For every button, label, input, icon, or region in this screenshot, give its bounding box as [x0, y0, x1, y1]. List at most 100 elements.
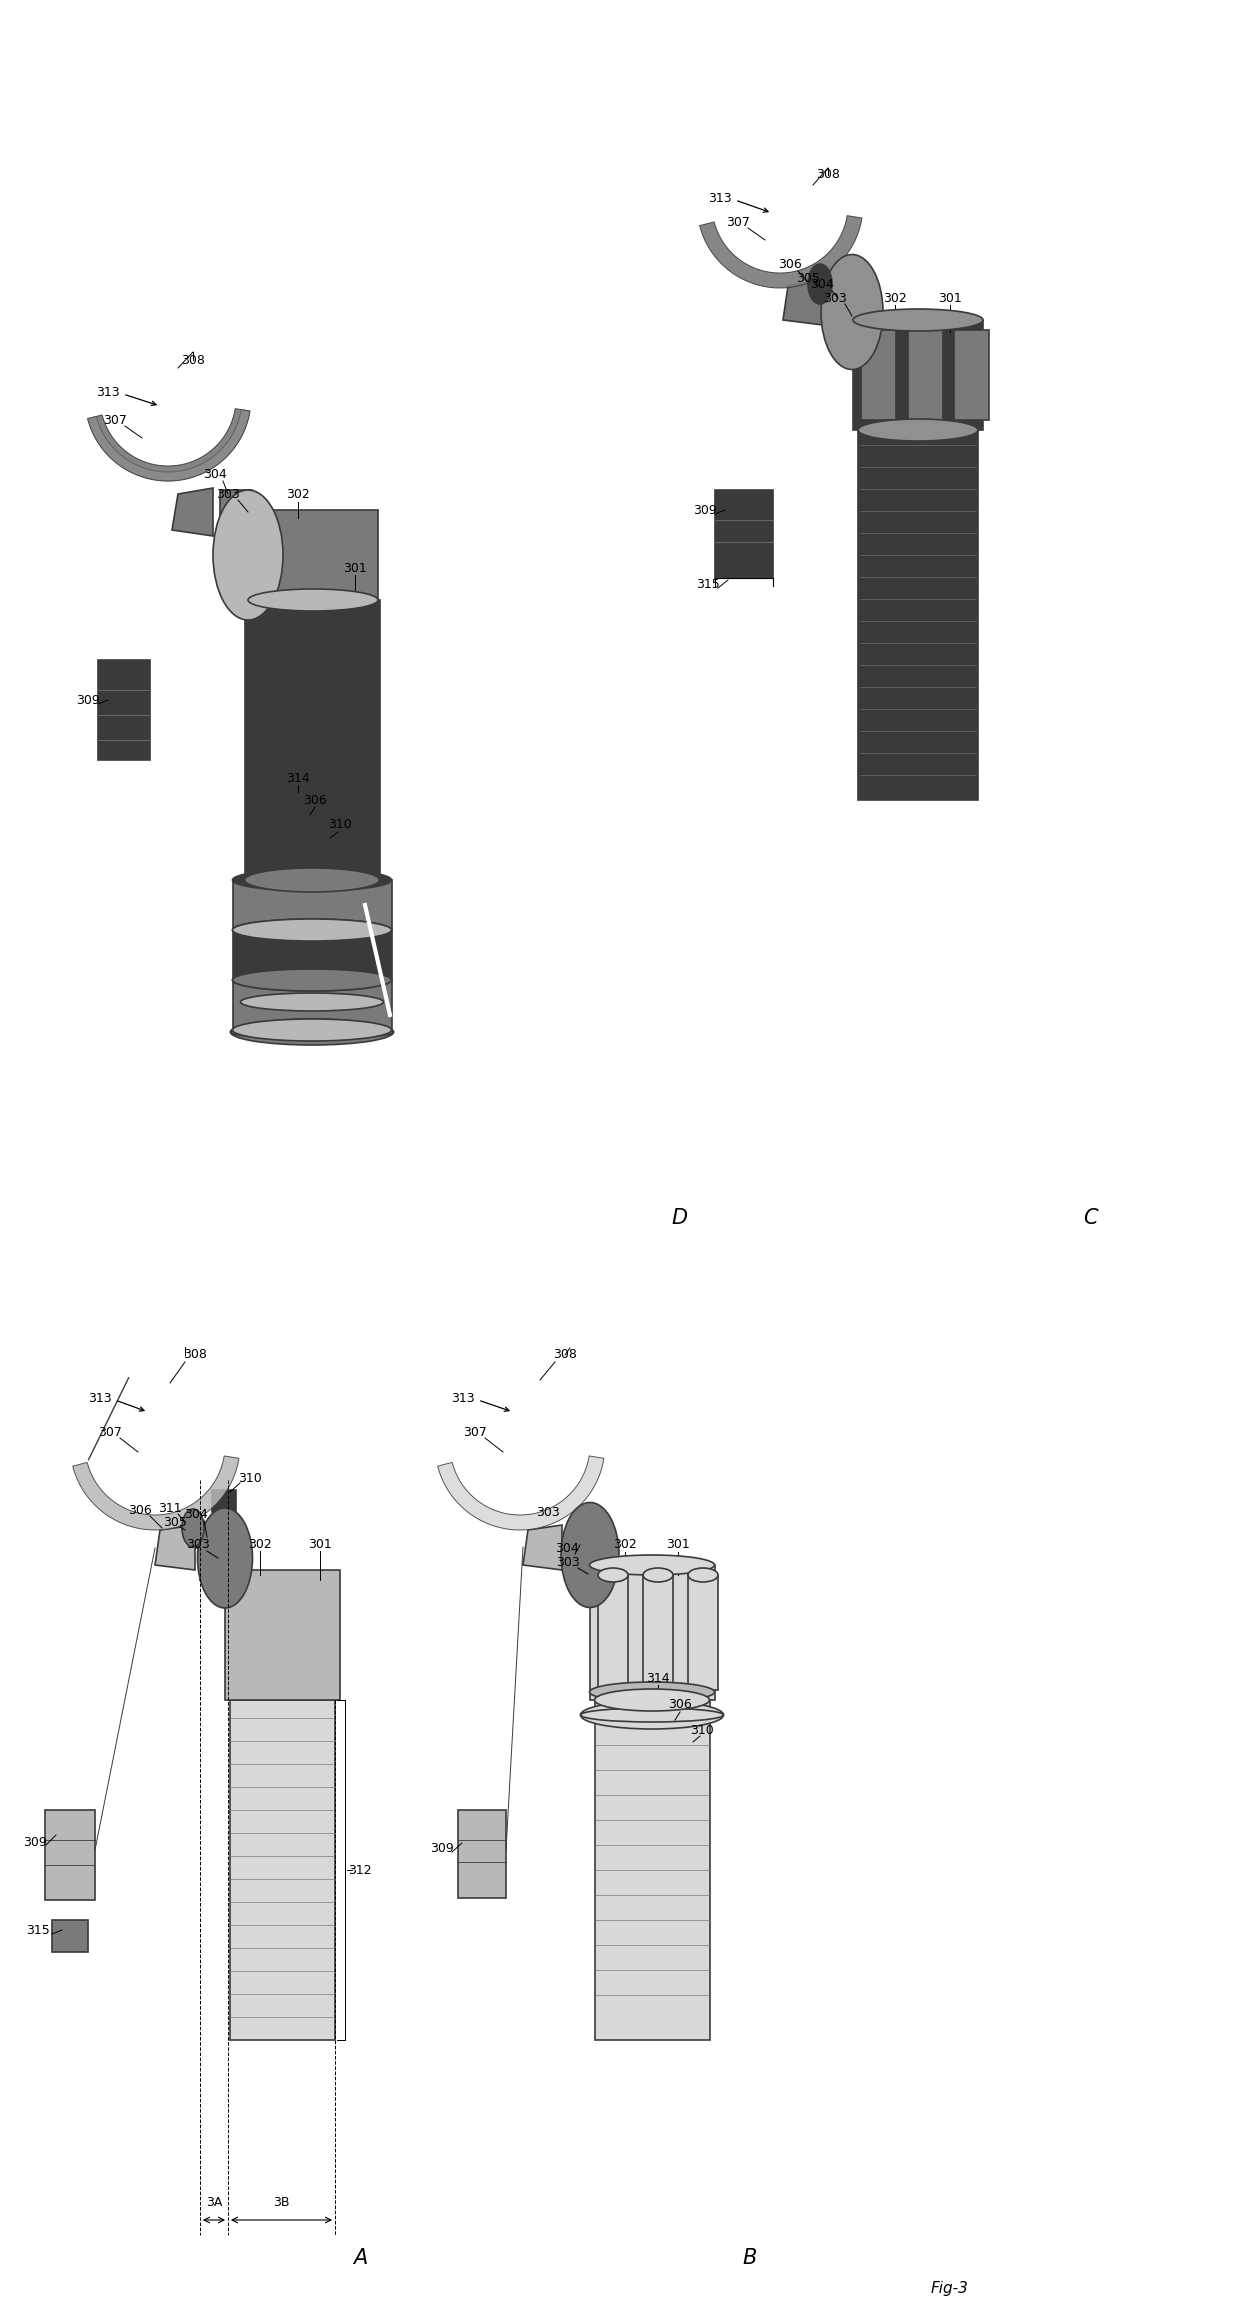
Bar — [233, 981, 392, 1030]
Bar — [688, 1576, 718, 1689]
Text: 313: 313 — [88, 1391, 112, 1405]
Text: 3B: 3B — [273, 2196, 289, 2208]
Ellipse shape — [594, 1689, 709, 1710]
Bar — [200, 1534, 228, 1580]
Text: 307: 307 — [727, 215, 750, 229]
Text: 304: 304 — [556, 1541, 579, 1555]
Bar — [954, 331, 990, 421]
Text: 310: 310 — [329, 819, 352, 831]
Ellipse shape — [248, 590, 378, 611]
Text: 309: 309 — [24, 1835, 47, 1849]
Ellipse shape — [233, 970, 392, 990]
Ellipse shape — [182, 1509, 205, 1548]
Bar — [908, 331, 942, 421]
Text: 301: 301 — [343, 562, 367, 574]
Text: 314: 314 — [646, 1671, 670, 1685]
Text: B: B — [743, 2247, 758, 2268]
Ellipse shape — [231, 1018, 393, 1046]
Text: 310: 310 — [691, 1724, 714, 1736]
Bar — [861, 331, 897, 421]
Ellipse shape — [233, 870, 392, 891]
Ellipse shape — [233, 919, 392, 942]
Text: 302: 302 — [613, 1539, 637, 1550]
Polygon shape — [438, 1456, 604, 1530]
Bar — [828, 289, 858, 333]
Text: 307: 307 — [103, 414, 126, 426]
Ellipse shape — [853, 310, 983, 331]
Text: 301: 301 — [939, 292, 962, 305]
Text: 303: 303 — [536, 1506, 560, 1518]
Text: 311: 311 — [159, 1502, 182, 1513]
Ellipse shape — [688, 1569, 718, 1583]
Bar — [229, 1701, 335, 2041]
Ellipse shape — [808, 264, 832, 303]
Ellipse shape — [241, 993, 383, 1011]
Bar — [595, 1701, 711, 2041]
Ellipse shape — [213, 491, 283, 620]
Text: Fig-3: Fig-3 — [931, 2282, 968, 2295]
Text: 308: 308 — [184, 1349, 207, 1361]
Bar — [45, 1810, 95, 1900]
Polygon shape — [155, 1525, 195, 1569]
Text: 3A: 3A — [206, 2196, 222, 2208]
Bar — [598, 1576, 627, 1689]
Text: 309: 309 — [693, 504, 717, 516]
Bar — [185, 1520, 201, 1548]
Text: 307: 307 — [463, 1425, 487, 1439]
Text: 306: 306 — [779, 259, 802, 271]
Text: 314: 314 — [286, 771, 310, 784]
Text: 304: 304 — [184, 1509, 208, 1523]
Text: 301: 301 — [308, 1539, 332, 1550]
Text: 302: 302 — [286, 488, 310, 502]
Bar — [212, 1490, 236, 1511]
Ellipse shape — [560, 1502, 619, 1608]
Ellipse shape — [644, 1569, 673, 1583]
Polygon shape — [88, 410, 250, 481]
Bar — [715, 491, 773, 578]
Ellipse shape — [233, 919, 392, 942]
Bar — [458, 1810, 506, 1897]
Bar — [590, 1564, 715, 1701]
Ellipse shape — [233, 970, 392, 990]
Bar — [567, 1534, 595, 1578]
Text: 308: 308 — [816, 169, 839, 180]
Bar — [98, 659, 150, 759]
Text: 306: 306 — [303, 794, 327, 808]
Text: 306: 306 — [128, 1504, 151, 1516]
Text: 305: 305 — [164, 1516, 187, 1530]
Text: 308: 308 — [181, 354, 205, 366]
Polygon shape — [88, 410, 250, 481]
Bar — [52, 1921, 88, 1953]
Text: 315: 315 — [26, 1923, 50, 1937]
Text: 307: 307 — [98, 1425, 122, 1439]
Text: 315: 315 — [696, 578, 720, 592]
Text: 312: 312 — [348, 1863, 372, 1877]
Text: A: A — [353, 2247, 367, 2268]
Polygon shape — [172, 488, 213, 537]
Polygon shape — [73, 1456, 239, 1530]
Ellipse shape — [197, 1509, 253, 1608]
Text: 313: 313 — [451, 1391, 475, 1405]
Bar — [853, 319, 983, 430]
Ellipse shape — [589, 1682, 714, 1703]
Text: 303: 303 — [216, 488, 239, 500]
Text: 303: 303 — [556, 1555, 580, 1569]
Text: 310: 310 — [238, 1472, 262, 1486]
Ellipse shape — [598, 1569, 627, 1583]
Bar — [233, 930, 392, 981]
Ellipse shape — [580, 1701, 723, 1729]
Text: 309: 309 — [430, 1842, 454, 1854]
Polygon shape — [523, 1525, 562, 1569]
Bar — [233, 879, 392, 930]
Ellipse shape — [858, 419, 978, 442]
Polygon shape — [782, 280, 823, 324]
Ellipse shape — [244, 868, 379, 891]
Text: 313: 313 — [708, 192, 732, 204]
Bar — [219, 491, 252, 537]
Text: 309: 309 — [76, 694, 100, 706]
Text: 308: 308 — [553, 1349, 577, 1361]
Ellipse shape — [589, 1555, 714, 1576]
Text: 303: 303 — [186, 1539, 210, 1550]
Bar — [224, 1569, 340, 1701]
Text: 302: 302 — [883, 292, 906, 305]
